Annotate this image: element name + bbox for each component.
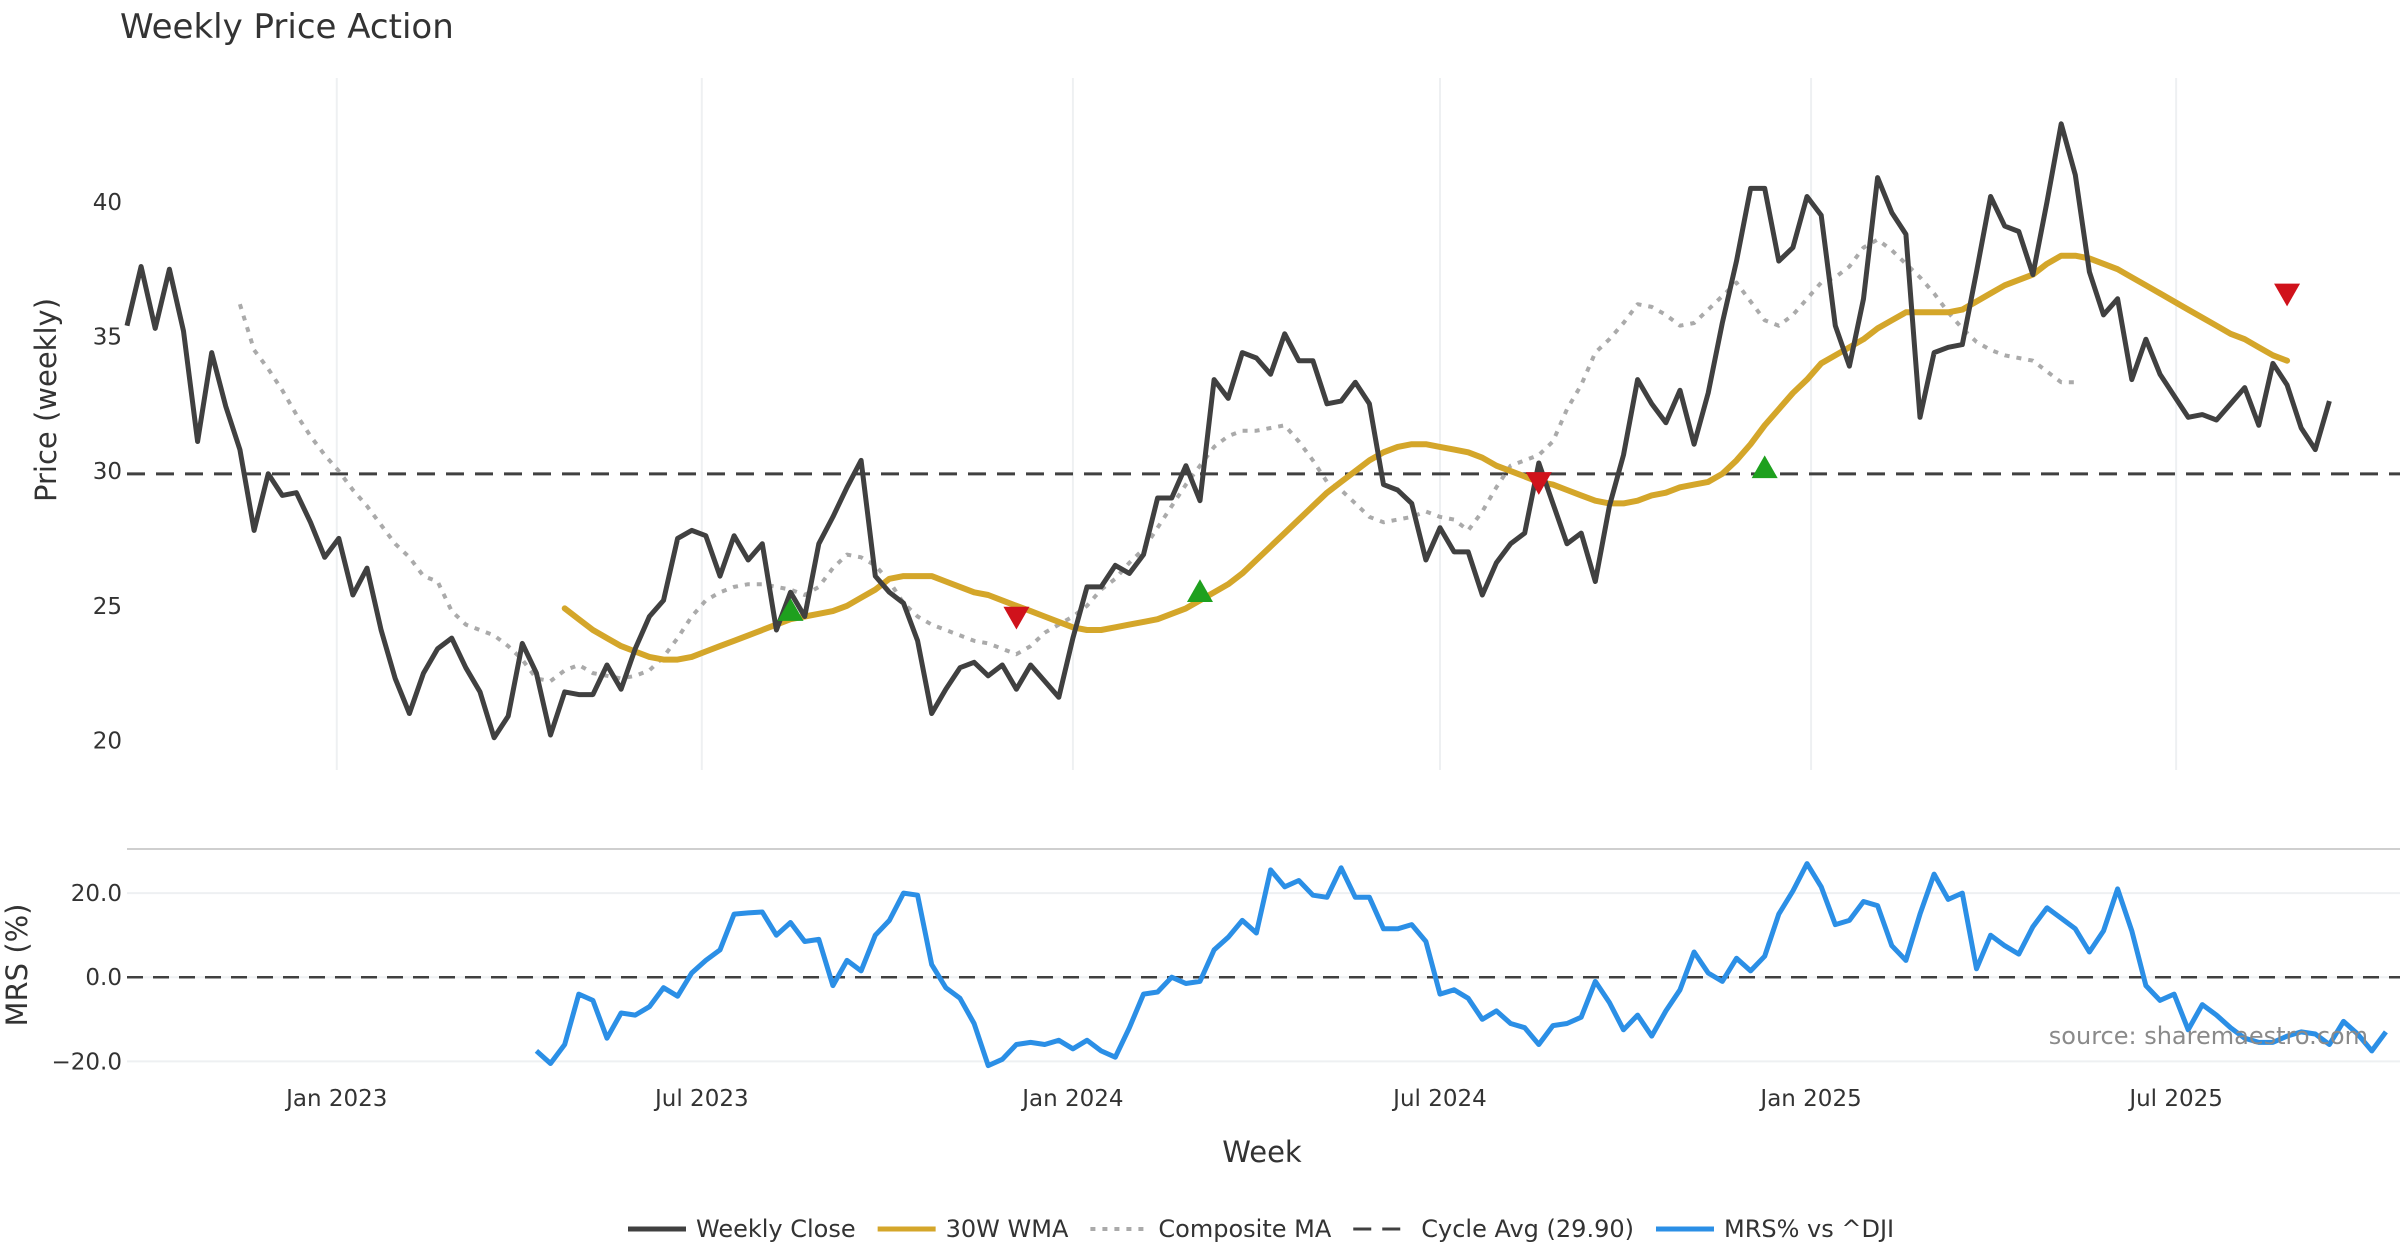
x-tick-label: Jan 2025 [1758, 1086, 1861, 1112]
price-y-tick-label: 25 [93, 594, 122, 620]
mrs-y-tick-labels: 20.0 0.0 −20.0 [52, 881, 122, 1075]
x-tick-labels: Jan 2023 Jul 2023 Jan 2024 Jul 2024 Jan 2025… [284, 1086, 2223, 1112]
price-gridlines [335, 78, 2178, 770]
mrs-series [534, 861, 2388, 1069]
legend: Weekly Close 30W WMA Composite MA Cycle Avg… [628, 1215, 1894, 1243]
sell-signal-marker [1525, 472, 1552, 495]
legend-label-close: Weekly Close [696, 1215, 856, 1243]
mrs-y-tick-label: 20.0 [71, 881, 122, 907]
source-annotation: source: sharemaestro.com [2049, 1022, 2368, 1050]
legend-label-cycle: Cycle Avg (29.90) [1421, 1215, 1634, 1243]
price-y-tick-label: 30 [93, 459, 122, 485]
price-y-tick-label: 35 [93, 324, 122, 350]
weekly-close-series [124, 121, 2332, 741]
buy-signal-marker [1186, 579, 1213, 603]
price-y-tick-label: 40 [93, 190, 122, 216]
x-tick-label: Jul 2024 [1391, 1086, 1487, 1112]
buy-signal-marker [777, 598, 804, 621]
sell-signal-marker [2274, 283, 2301, 307]
signal-markers [777, 283, 2301, 630]
mrs-y-tick-label: −20.0 [52, 1049, 122, 1075]
price-y-axis-label: Price (weekly) [29, 298, 63, 502]
mrs-y-tick-label: 0.0 [85, 965, 122, 991]
x-axis-label: Week [1222, 1135, 1302, 1169]
x-tick-label: Jul 2023 [653, 1086, 749, 1112]
legend-label-mrs: MRS% vs ^DJI [1724, 1215, 1894, 1243]
buy-signal-marker [1751, 455, 1778, 479]
price-y-tick-label: 20 [93, 728, 122, 754]
legend-label-composite: Composite MA [1158, 1215, 1331, 1243]
mrs-y-axis-label: MRS (%) [0, 904, 34, 1027]
x-tick-label: Jan 2023 [284, 1086, 387, 1112]
composite-ma-series [237, 237, 2076, 684]
price-y-tick-labels: 20 25 30 35 40 [93, 190, 122, 755]
wma-series [561, 252, 2291, 663]
x-tick-label: Jan 2024 [1020, 1086, 1123, 1112]
chart-title: Weekly Price Action [120, 7, 454, 47]
x-tick-label: Jul 2025 [2127, 1086, 2223, 1112]
sell-signal-marker [1003, 606, 1030, 630]
legend-label-wma: 30W WMA [946, 1215, 1069, 1243]
